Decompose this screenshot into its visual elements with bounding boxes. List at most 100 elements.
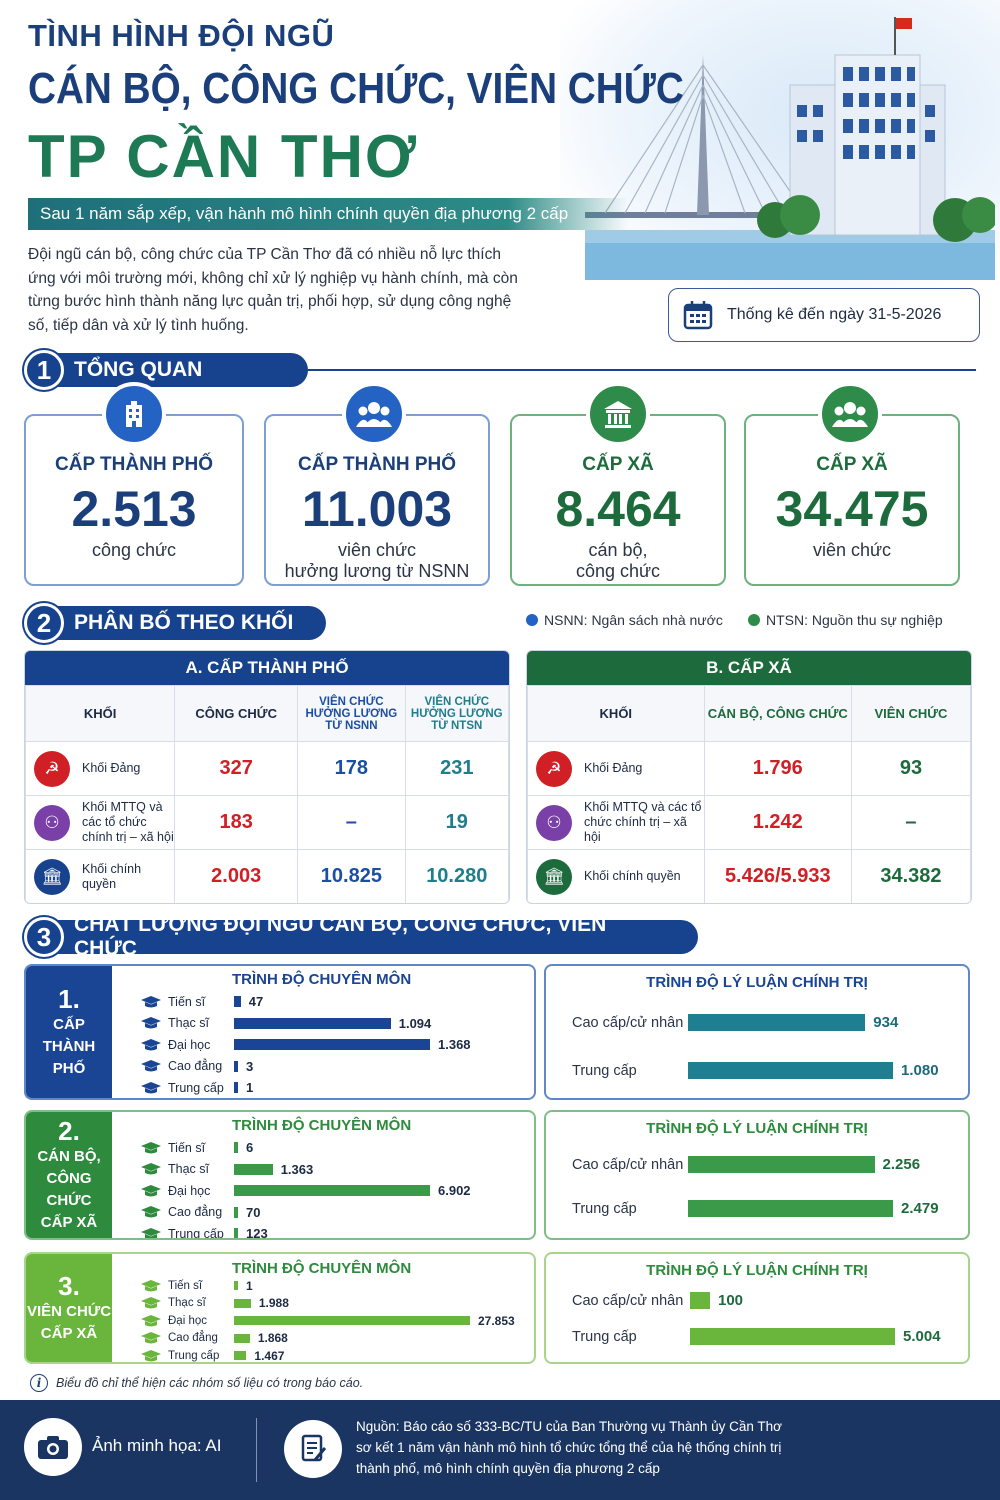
bar-label: Thạc sĩ: [168, 1297, 206, 1310]
party-emblem-icon: ☭: [536, 750, 572, 787]
quality-chuyenmon-box: 3. VIÊN CHỨC CẤP XÃ TRÌNH ĐỘ CHUYÊN MÔN Tiến…: [24, 1252, 536, 1364]
bar-value: 1.868: [257, 1331, 288, 1346]
group-label: 3. VIÊN CHỨC CẤP XÃ: [26, 1254, 112, 1362]
section-number: 3: [24, 917, 64, 957]
bar: [690, 1292, 710, 1309]
card-value: 2.513: [71, 481, 197, 537]
bar-value: 6.902: [438, 1183, 471, 1199]
calendar-icon: [683, 301, 713, 330]
office-icon: [586, 382, 650, 446]
group-label-line: CẤP XÃ: [40, 1214, 98, 1231]
title-line-1: TÌNH HÌNH ĐỘI NGŨ: [28, 18, 335, 53]
bar-row: Trung cấp 1.467: [134, 1347, 534, 1362]
quality-chuyenmon-box: 2. CÁN BỘ, CÔNG CHỨC CẤP XÃ TRÌNH ĐỘ CHUYÊN …: [24, 1110, 536, 1240]
bar: [234, 1163, 273, 1175]
bar-label: Trung cấp: [168, 1349, 220, 1362]
graduation-cap-icon: [140, 1279, 162, 1293]
group-label-line: THÀNH: [42, 1038, 96, 1055]
bar-label: Trung cấp: [168, 1080, 224, 1095]
bar-label: Cao cấp/cử nhân: [572, 1014, 684, 1031]
table-header-row: KHỐI CÔNG CHỨC VIÊN CHỨC HƯỞNG LƯƠNG TỪ …: [25, 685, 509, 742]
legend-dot-blue: [526, 614, 538, 626]
group-label-line: PHỐ: [52, 1060, 86, 1077]
bar: [688, 1156, 875, 1173]
group-label: 2. CÁN BỘ, CÔNG CHỨC CẤP XÃ: [26, 1112, 112, 1238]
cell-value: 10.280: [404, 849, 509, 903]
table-a-title: A. CẤP THÀNH PHỐ: [25, 651, 509, 685]
group-label-line: CÁN BỘ,: [37, 1148, 101, 1165]
table-row: ☭ Khối Đảng 327 178 231: [25, 741, 509, 796]
column-header: KHỐI: [25, 685, 176, 742]
overview-card-2: CẤP THÀNH PHỐ 11.003 viên chức hưởng lươ…: [264, 414, 490, 586]
bar-row: Cao cấp/cử nhân 100: [572, 1292, 743, 1309]
section-title: TỔNG QUAN: [48, 353, 308, 387]
bar-value: 3: [246, 1058, 254, 1074]
cell-value: –: [850, 795, 971, 850]
bar: [234, 1298, 251, 1308]
bar-chart: Tiến sĩ 6 Thạc sĩ 1.363 Đại học 6.902 Cao đẳng…: [134, 1137, 534, 1240]
bar-row: Cao cấp/cử nhân 2.256: [572, 1156, 920, 1173]
bar-row: Tiến sĩ 1: [134, 1277, 534, 1295]
bar-value: 5.004: [903, 1328, 941, 1345]
bar-row: Thạc sĩ 1.363: [134, 1159, 534, 1181]
bar-row: Cao đẳng 70: [134, 1202, 534, 1224]
bar-label: Trung cấp: [572, 1328, 637, 1345]
bar-value: 100: [718, 1292, 744, 1309]
source-line: Nguồn: Báo cáo số 333-BC/TU của Ban Thườ…: [356, 1419, 782, 1434]
bar-value: 6: [246, 1140, 254, 1156]
group-icon: ⚇: [34, 804, 70, 841]
table-row: 🏛 Khối chính quyền 2.003 10.825 10.280: [25, 849, 509, 903]
bar-value: 2.479: [901, 1200, 939, 1217]
cell-value: 178: [297, 741, 406, 796]
footer: Ảnh minh họa: AI Nguồn: Báo cáo số 333-B…: [0, 1400, 1000, 1500]
document-icon: [284, 1420, 342, 1478]
quality-lyluan-box: TRÌNH ĐỘ LÝ LUẬN CHÍNH TRỊ Cao cấp/cử nhâ…: [544, 1252, 970, 1364]
card-caption: cán bộ,: [588, 540, 648, 560]
khoi-label: Khối Đảng: [82, 761, 141, 775]
graduation-cap-icon: [140, 1296, 162, 1310]
card-label: CẤP XÃ: [582, 454, 654, 475]
khoi-label: Khối MTTQ và các tổ chức chính trị – xã …: [82, 800, 174, 844]
cell-value: 93: [850, 741, 971, 796]
bar-row: Đại học 1.368: [134, 1034, 534, 1056]
column-header: VIÊN CHỨC HƯỞNG LƯƠNG TỪ NTSN: [404, 685, 509, 742]
bar-label: Thạc sĩ: [168, 1016, 209, 1031]
legend-ntsn: NTSN: Nguồn thu sự nghiệp: [748, 612, 943, 628]
bar-row: Cao đẳng 3: [134, 1056, 534, 1078]
bar-row: Trung cấp 5.004: [572, 1328, 941, 1345]
column-header: VIÊN CHỨC: [850, 685, 971, 742]
table-a: A. CẤP THÀNH PHỐ KHỐI CÔNG CHỨC VIÊN CHỨ…: [24, 650, 510, 904]
divider: [256, 1418, 257, 1482]
cell-value: 34.382: [850, 849, 971, 903]
chart-title: TRÌNH ĐỘ LÝ LUẬN CHÍNH TRỊ: [646, 1120, 868, 1137]
bar-label: Tiến sĩ: [168, 994, 206, 1009]
bar-row: Trung cấp 1.080: [572, 1062, 939, 1079]
government-building-icon: 🏛: [536, 858, 572, 895]
bar-row: Tiến sĩ 47: [134, 991, 534, 1013]
bar-label: Trung cấp: [572, 1200, 637, 1217]
bar-value: 1.988: [258, 1296, 289, 1311]
graduation-cap-icon: [140, 1038, 162, 1052]
group-label-line: CẤP XÃ: [40, 1325, 98, 1342]
table-b: B. CẤP XÃ KHỐI CÁN BỘ, CÔNG CHỨC VIÊN CH…: [526, 650, 972, 904]
bar: [234, 1082, 238, 1094]
bar-value: 70: [246, 1204, 261, 1220]
bar-row: Trung cấp 1: [134, 1077, 534, 1098]
cell-value: 10.825: [297, 849, 406, 903]
bar-label: Trung cấp: [168, 1226, 224, 1240]
camera-icon: [24, 1418, 82, 1476]
card-caption: công chức: [91, 540, 177, 560]
bar-label: Tiến sĩ: [168, 1279, 203, 1292]
info-icon: i: [30, 1374, 48, 1392]
bar-value: 1.368: [438, 1037, 471, 1053]
card-caption-2: công chức: [575, 561, 661, 581]
quality-lyluan-box: TRÌNH ĐỘ LÝ LUẬN CHÍNH TRỊ Cao cấp/cử nhâ…: [544, 1110, 970, 1240]
graduation-cap-icon: [140, 1059, 162, 1073]
bar-label: Đại học: [168, 1037, 211, 1052]
cell-value: 1.796: [703, 741, 852, 796]
graduation-cap-icon: [140, 1227, 162, 1238]
cell-value: 183: [174, 795, 299, 850]
legend-text: NSNN: Ngân sách nhà nước: [544, 612, 723, 628]
graduation-cap-icon: [140, 1205, 162, 1219]
legend-text: NTSN: Nguồn thu sự nghiệp: [766, 612, 943, 628]
